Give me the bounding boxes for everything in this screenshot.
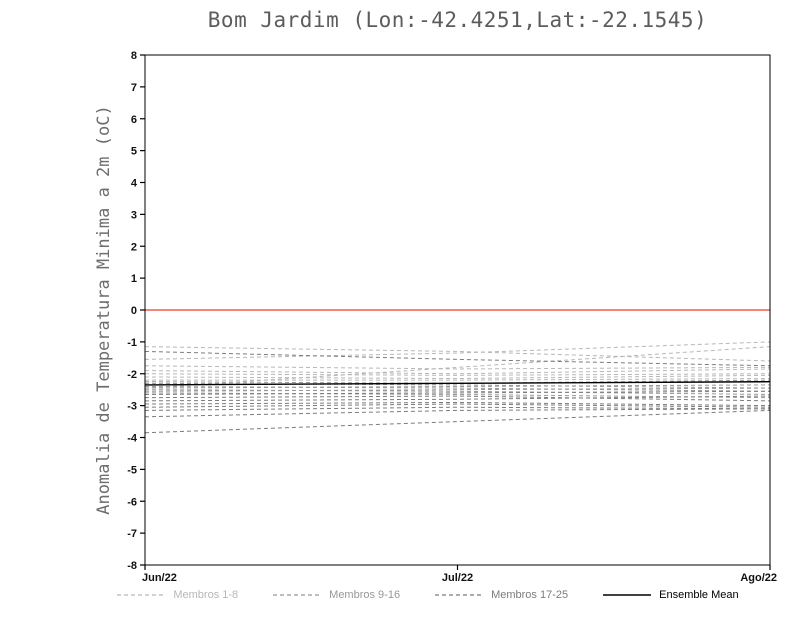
member-line [144, 368, 771, 375]
x-tick-label: Jun/22 [142, 572, 177, 584]
member-line [144, 373, 771, 376]
member-line [144, 408, 771, 418]
member-line [144, 390, 771, 395]
y-tick-label: 8 [131, 50, 137, 62]
member-line [144, 392, 771, 399]
y-tick-label: -2 [127, 369, 137, 381]
member-line [144, 389, 771, 395]
member-line [144, 387, 771, 392]
member-line [144, 374, 771, 380]
y-tick-label: 6 [131, 114, 137, 126]
chart-title: Bom Jardim (Lon:-42.4251,Lat:-22.1545) [207, 8, 708, 32]
legend-item-label: Membros 9-16 [329, 589, 401, 601]
y-tick-label: 0 [131, 305, 137, 317]
member-line [144, 382, 771, 389]
legend-item-label: Ensemble Mean [659, 589, 739, 601]
y-tick-label: 7 [131, 82, 137, 94]
y-tick-label: -7 [127, 528, 137, 540]
legend-line-sample [117, 594, 166, 596]
y-tick-label: 3 [131, 209, 137, 221]
legend-item-membros-9-16: Membros 9-16 [272, 589, 400, 601]
y-tick-label: -1 [127, 337, 137, 349]
member-line [144, 401, 771, 407]
x-tick-label: Ago/22 [740, 572, 777, 584]
legend-item-label: Membros 1-8 [173, 589, 239, 601]
member-line [144, 409, 771, 434]
legend-line-sample [603, 594, 652, 596]
member-line [145, 378, 771, 381]
member-line [144, 406, 771, 411]
member-line [144, 350, 771, 367]
legend-item-membros-17-25: Membros 17-25 [434, 589, 568, 601]
member-line [144, 341, 771, 360]
member-line [144, 365, 771, 370]
member-line [144, 384, 771, 389]
member-line [144, 346, 771, 362]
x-tick-label: Jul/22 [442, 572, 473, 584]
y-tick-label: 1 [131, 273, 137, 285]
member-line [144, 403, 771, 408]
legend-item-ensemble-mean: Ensemble Mean [602, 589, 739, 601]
y-tick-label: -8 [127, 560, 137, 572]
y-tick-label: 4 [131, 178, 138, 190]
member-line [144, 395, 771, 402]
member-line [144, 395, 771, 402]
ensemble-mean-line [144, 381, 771, 386]
y-tick-label: 5 [131, 146, 137, 158]
member-line [144, 379, 771, 384]
y-tick-label: 2 [131, 241, 137, 253]
y-axis-label: Anomalia de Temperatura Minima a 2m (oC) [94, 105, 114, 515]
legend-line-sample [435, 594, 484, 596]
member-line [144, 346, 771, 389]
legend: Membros 1-8 Membros 9-16 Membros 17-25 E… [55, 584, 800, 606]
member-line [144, 386, 771, 392]
legend-item-membros-1-8: Membros 1-8 [116, 589, 238, 601]
y-tick-label: -5 [127, 464, 137, 476]
legend-item-label: Membros 17-25 [491, 589, 569, 601]
y-tick-label: -4 [127, 433, 138, 445]
legend-line-sample [273, 594, 322, 596]
y-tick-label: -6 [127, 496, 137, 508]
y-tick-label: -3 [127, 401, 137, 413]
